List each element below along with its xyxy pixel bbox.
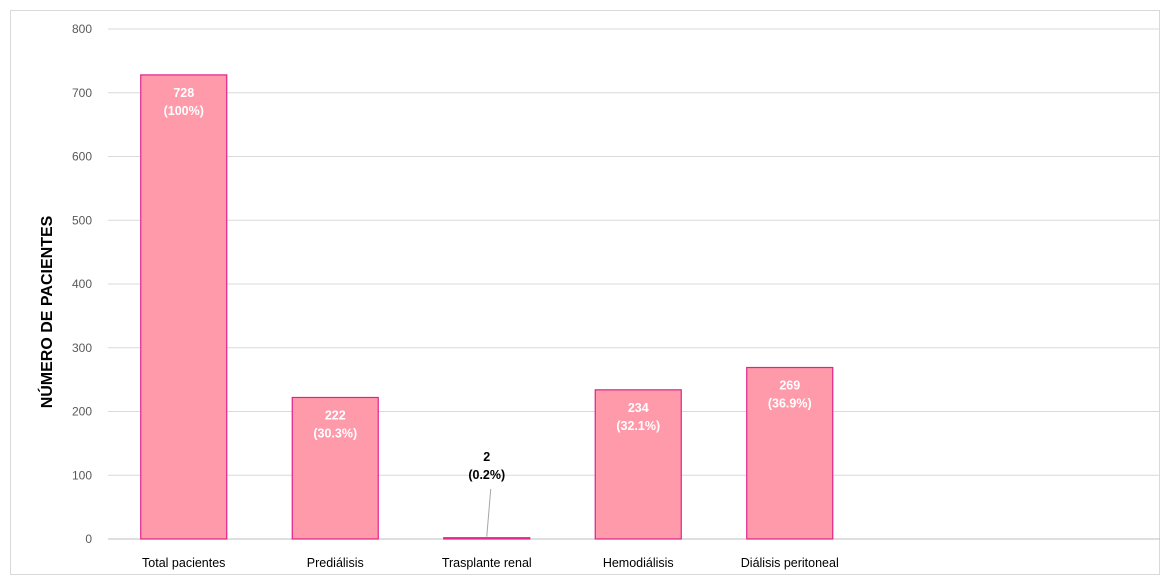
data-labels: 728 (100%) 222 (30.3%) 2 (0.2%) 234 (32.1%) 269 (… [164,86,812,537]
bar [594,389,682,540]
y-tick-label: 400 [72,277,92,291]
data-label-value: 269 [779,379,800,393]
bar [291,396,379,540]
data-label-leader-line [486,488,492,537]
y-tick-label: 500 [72,213,92,227]
data-label-percent: (36.9%) [768,397,812,411]
bar [443,537,531,540]
data-label-value: 2 [483,450,490,464]
y-tick-label: 200 [72,405,92,419]
bar [746,366,834,540]
y-tick-label: 600 [72,150,92,164]
data-label-percent: (0.2%) [468,468,505,482]
y-tick-label: 300 [72,341,92,355]
category-label: Trasplante renal [442,556,532,570]
y-tick-label: 0 [85,532,92,546]
category-labels: Total pacientes Prediálisis Trasplante ren… [142,556,839,570]
y-axis-label: NÚMERO DE PACIENTES [37,215,56,408]
data-label-value: 222 [325,408,346,422]
y-tick-label: 700 [72,86,92,100]
data-label-percent: (100%) [164,104,204,118]
category-label: Total pacientes [142,556,225,570]
y-tick-labels: 0 100 200 300 400 500 600 700 800 [72,22,92,546]
gridlines [108,28,1160,540]
category-label: Hemodiálisis [603,556,674,570]
y-tick-label: 100 [72,468,92,482]
bar [140,74,228,540]
category-label: Diálisis peritoneal [741,556,839,570]
y-tick-label: 800 [72,22,92,36]
data-label-value: 728 [173,86,194,100]
data-label-percent: (32.1%) [616,419,660,433]
category-label: Prediálisis [307,556,364,570]
chart-frame [10,10,1160,575]
bars [140,74,834,540]
data-label-percent: (30.3%) [313,426,357,440]
data-label-value: 234 [628,401,649,415]
